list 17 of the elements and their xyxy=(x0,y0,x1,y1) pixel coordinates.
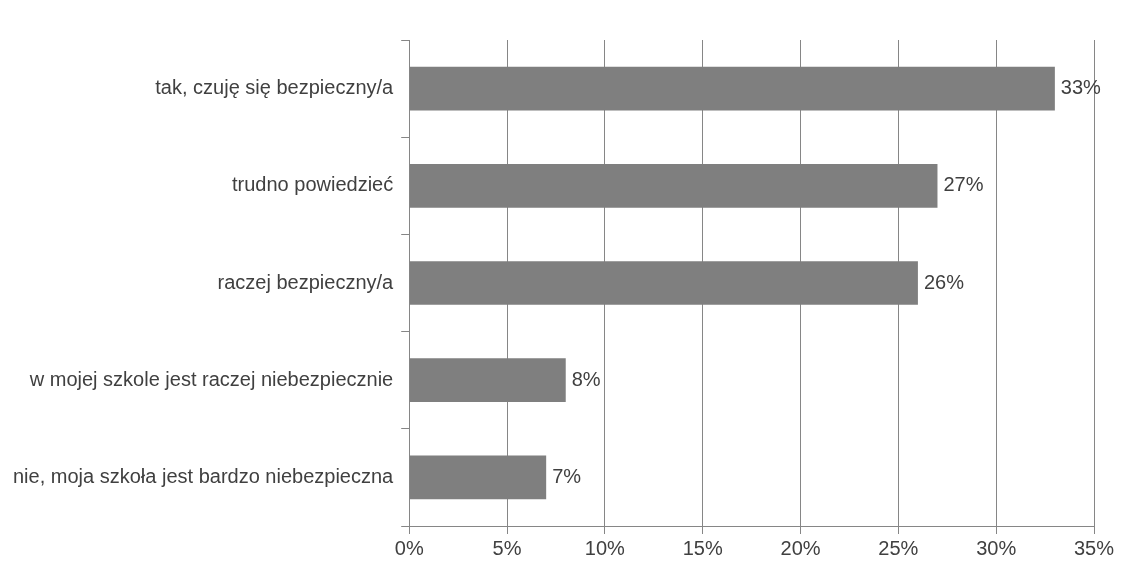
x-tick-label: 15% xyxy=(682,536,723,559)
y-tick-label: trudno powiedzieć xyxy=(232,173,394,196)
x-tick-label: 20% xyxy=(780,536,821,559)
y-tick-label: w mojej szkole jest raczej niebezpiecznie xyxy=(28,367,394,390)
x-tick-label: 25% xyxy=(878,536,919,559)
data-label: 27% xyxy=(943,173,984,196)
data-label: 8% xyxy=(571,367,601,390)
data-label: 7% xyxy=(552,464,582,487)
x-tick-label: 0% xyxy=(394,536,424,559)
y-tick-label: raczej bezpieczny/a xyxy=(217,270,395,293)
y-tick-label: nie, moja szkoła jest bardzo niebezpieczna xyxy=(13,464,395,487)
x-tick-label: 5% xyxy=(492,536,522,559)
x-tick-label: 30% xyxy=(976,536,1017,559)
x-tick-label: 35% xyxy=(1073,536,1115,559)
data-label: 26% xyxy=(923,270,965,293)
y-tick-label: tak, czuję się bezpieczny/a xyxy=(155,76,395,99)
x-tick-label: 10% xyxy=(584,536,626,559)
